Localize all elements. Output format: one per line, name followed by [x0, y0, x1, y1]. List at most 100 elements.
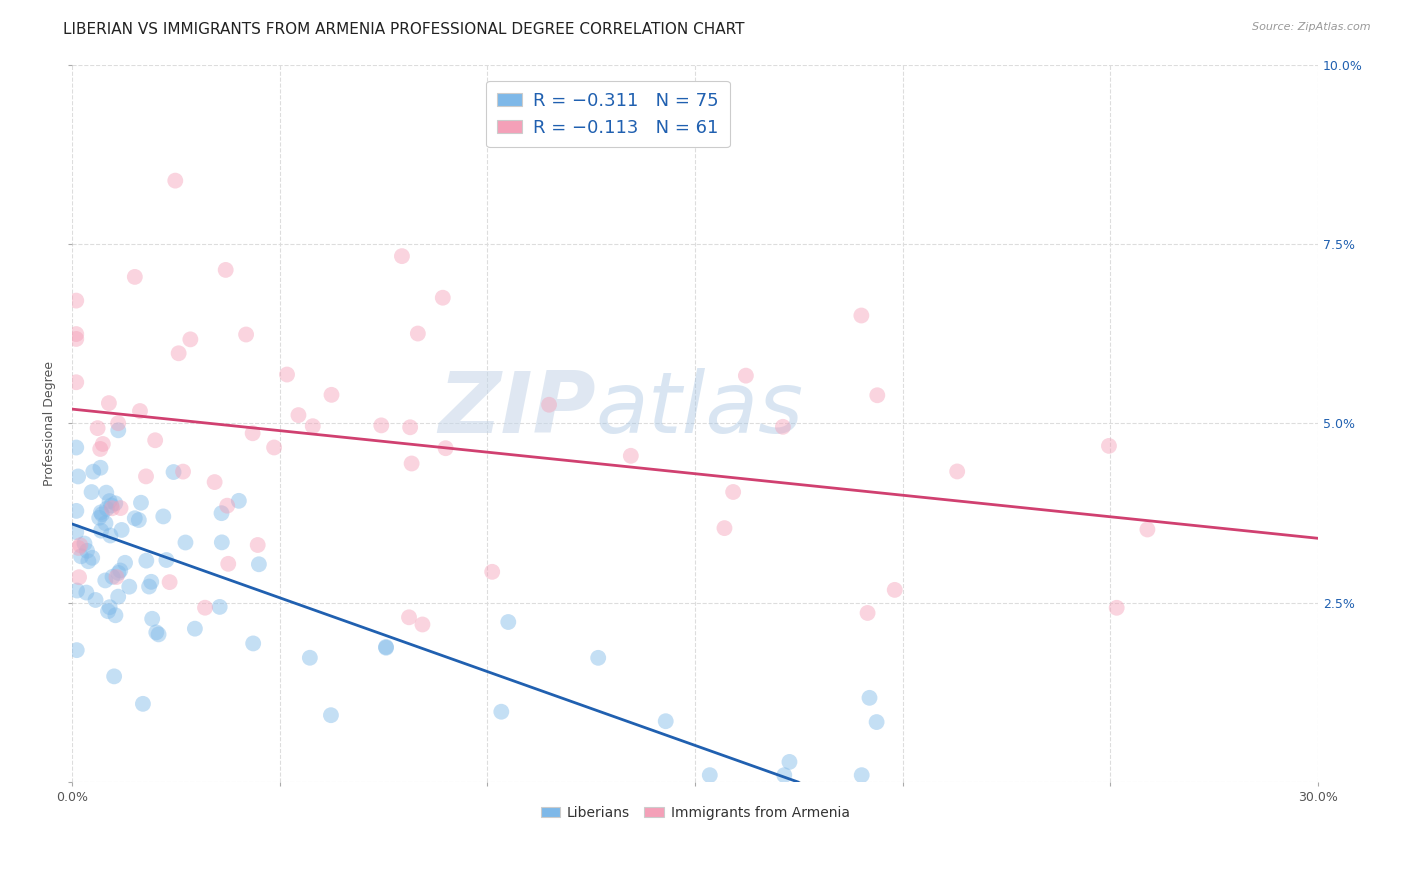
Point — [89, 510, 111, 524]
Point — [858, 690, 880, 705]
Point — [97, 604, 120, 618]
Point — [96, 501, 118, 516]
Point — [65, 327, 87, 342]
Point — [865, 714, 887, 729]
Text: atlas: atlas — [595, 368, 803, 450]
Point — [110, 564, 132, 578]
Point — [66, 583, 89, 598]
Point — [84, 593, 107, 607]
Point — [65, 376, 87, 390]
Point — [82, 550, 104, 565]
Point — [319, 708, 342, 723]
Point — [100, 528, 122, 542]
Point — [94, 516, 117, 531]
Point — [866, 388, 889, 402]
Point — [75, 585, 97, 599]
Point — [152, 509, 174, 524]
Point — [586, 650, 609, 665]
Point — [851, 309, 873, 323]
Point — [778, 755, 800, 769]
Point — [98, 600, 121, 615]
Point — [76, 543, 98, 558]
Point — [77, 554, 100, 568]
Point — [228, 493, 250, 508]
Point — [321, 388, 343, 402]
Point — [129, 496, 152, 510]
Point — [263, 441, 285, 455]
Point — [138, 580, 160, 594]
Point — [217, 557, 239, 571]
Point — [217, 499, 239, 513]
Point — [101, 570, 124, 584]
Point — [654, 714, 676, 729]
Point — [135, 469, 157, 483]
Text: Source: ZipAtlas.com: Source: ZipAtlas.com — [1253, 22, 1371, 32]
Point — [141, 574, 163, 589]
Point — [1136, 523, 1159, 537]
Point — [287, 408, 309, 422]
Point — [235, 327, 257, 342]
Point — [111, 523, 134, 537]
Point — [398, 610, 420, 624]
Point — [773, 768, 796, 782]
Text: LIBERIAN VS IMMIGRANTS FROM ARMENIA PROFESSIONAL DEGREE CORRELATION CHART: LIBERIAN VS IMMIGRANTS FROM ARMENIA PROF… — [63, 22, 745, 37]
Point — [301, 419, 323, 434]
Point — [67, 469, 90, 483]
Point — [100, 499, 122, 513]
Point — [1098, 439, 1121, 453]
Point — [215, 263, 238, 277]
Point — [96, 485, 118, 500]
Point — [411, 617, 433, 632]
Point — [721, 485, 744, 500]
Point — [82, 465, 104, 479]
Legend: Liberians, Immigrants from Armenia: Liberians, Immigrants from Armenia — [536, 800, 855, 826]
Point — [90, 524, 112, 538]
Point — [713, 521, 735, 535]
Point — [129, 404, 152, 418]
Point — [141, 612, 163, 626]
Point — [69, 538, 91, 552]
Point — [73, 536, 96, 550]
Point — [103, 669, 125, 683]
Point — [124, 511, 146, 525]
Point — [946, 465, 969, 479]
Text: ZIP: ZIP — [437, 368, 595, 450]
Point — [94, 574, 117, 588]
Point — [481, 565, 503, 579]
Point — [491, 705, 513, 719]
Point — [67, 541, 90, 555]
Point — [89, 460, 111, 475]
Point — [159, 575, 181, 590]
Point — [65, 525, 87, 540]
Point — [91, 437, 114, 451]
Point — [165, 174, 187, 188]
Point — [65, 504, 87, 518]
Point — [97, 396, 120, 410]
Point — [70, 549, 93, 564]
Point — [114, 556, 136, 570]
Point — [124, 269, 146, 284]
Point — [406, 326, 429, 341]
Point — [699, 768, 721, 782]
Point — [434, 441, 457, 455]
Point — [65, 332, 87, 346]
Point — [211, 535, 233, 549]
Point — [90, 505, 112, 519]
Point — [107, 566, 129, 580]
Point — [375, 640, 398, 655]
Point — [734, 368, 756, 383]
Point — [375, 640, 398, 654]
Point — [107, 423, 129, 437]
Point — [128, 513, 150, 527]
Point — [204, 475, 226, 489]
Point — [399, 420, 422, 434]
Point — [298, 650, 321, 665]
Point — [211, 506, 233, 520]
Point — [65, 293, 87, 308]
Point — [80, 485, 103, 500]
Point — [66, 643, 89, 657]
Point — [148, 627, 170, 641]
Point — [118, 580, 141, 594]
Point — [194, 600, 217, 615]
Point — [132, 697, 155, 711]
